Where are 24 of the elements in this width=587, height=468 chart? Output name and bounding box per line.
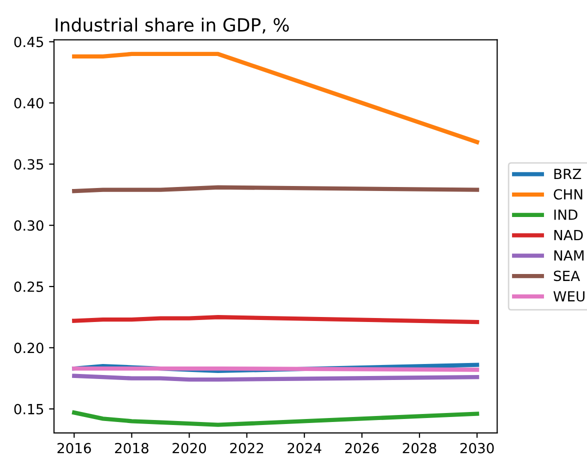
legend-label: BRZ [554, 168, 582, 180]
x-tick-label: 2024 [288, 442, 322, 454]
x-tick-label: 2018 [115, 442, 148, 454]
y-tick-label: 0.35 [14, 159, 44, 170]
legend-label: WEU [553, 291, 584, 302]
x-tick-label: 2020 [172, 442, 206, 454]
x-tick-label: 2022 [230, 442, 264, 454]
y-tick-label: 0.45 [14, 36, 44, 48]
x-tick-label: 2028 [402, 442, 436, 454]
x-tick-label: 2016 [57, 442, 91, 454]
x-tick-label: 2030 [460, 442, 494, 454]
y-tick-label: 0.15 [14, 404, 44, 414]
legend-label: CHN [554, 189, 582, 200]
legend-label: SEA [554, 270, 580, 282]
y-tick-label: 0.20 [14, 342, 44, 354]
x-tick-label: 2026 [345, 442, 379, 454]
line-series [72, 410, 480, 427]
chart-title: Industrial share in GDP, % [56, 18, 289, 34]
y-tick-label: 0.30 [14, 220, 44, 231]
y-tick-label: 0.25 [14, 281, 44, 292]
legend-label: IND [554, 210, 578, 220]
legend-label: NAM [554, 250, 584, 261]
legend-label: NAD [554, 230, 583, 240]
y-tick-label: 0.40 [14, 98, 44, 108]
